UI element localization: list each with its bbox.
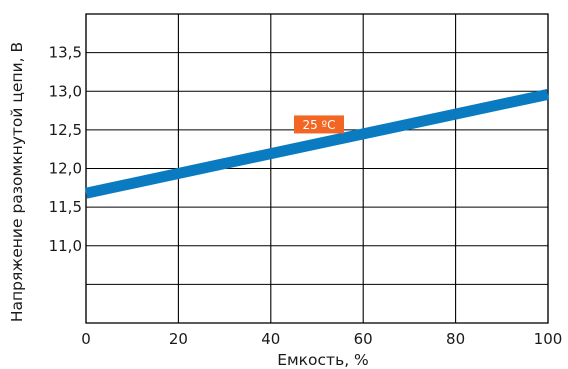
x-tick-label: 0 (81, 330, 91, 348)
annotations: 25 ºC (294, 115, 344, 134)
y-tick-label: 13,5 (49, 44, 82, 62)
annotation-label: 25 ºC (302, 118, 335, 132)
x-tick-labels: 0 20 40 60 80 100 (81, 330, 562, 348)
series-layer (84, 88, 550, 199)
y-tick-labels: 11,0 11,5 12,0 12,5 13,0 13,5 (49, 44, 82, 255)
x-tick-label: 20 (169, 330, 188, 348)
x-tick-label: 100 (534, 330, 563, 348)
x-tick-label: 40 (261, 330, 280, 348)
y-tick-label: 13,0 (49, 82, 82, 100)
plot-frame (85, 13, 549, 324)
series-line-0 (84, 88, 550, 199)
x-tick-label: 80 (446, 330, 465, 348)
annotation-box (294, 115, 344, 134)
y-tick-label: 12,0 (49, 160, 82, 178)
x-axis-label: Емкость, % (277, 351, 369, 369)
y-axis-label: Напряжение разомкнутой цепи, В (8, 42, 26, 322)
y-tick-label: 11,5 (49, 198, 82, 216)
x-tick-label: 60 (354, 330, 373, 348)
grid (85, 14, 549, 323)
y-tick-label: 11,0 (49, 237, 82, 255)
y-tick-label: 12,5 (49, 121, 82, 139)
